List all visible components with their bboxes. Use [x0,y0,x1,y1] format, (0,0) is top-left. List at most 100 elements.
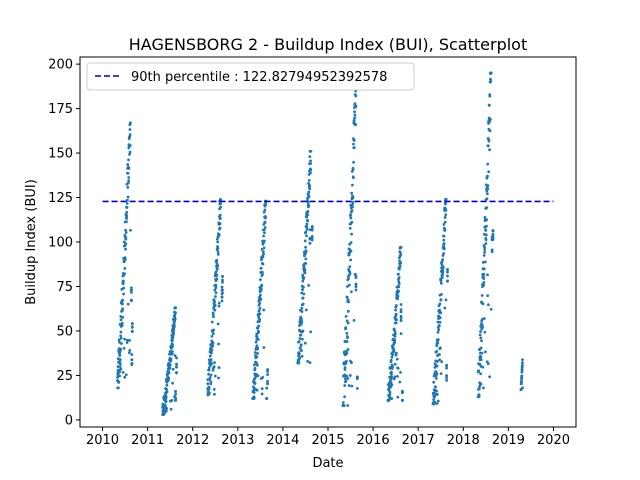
data-point [165,383,169,387]
data-point [521,386,524,390]
data-point [354,285,358,289]
data-point [436,338,440,341]
data-point [219,205,223,209]
data-point [479,382,483,386]
data-point [445,363,448,367]
data-point [354,104,358,108]
data-point [174,396,177,400]
data-point [345,331,349,335]
data-point [255,388,259,392]
x-tick-label: 2010 [86,433,119,448]
legend: 90th percentile : 122.82794952392578 [86,62,415,91]
data-point [393,330,397,333]
data-point [521,358,524,362]
data-point [116,386,120,390]
data-point [254,340,258,344]
data-point [212,387,216,391]
data-point [394,313,398,316]
data-point [446,270,449,274]
data-point [398,380,402,384]
data-point [491,229,495,233]
data-point [440,276,444,280]
data-point [489,71,493,75]
data-point [124,231,128,234]
data-point [163,411,167,415]
data-point [351,205,354,209]
data-point [221,275,224,278]
data-point [341,401,345,404]
data-point [399,314,403,318]
data-point [304,250,308,254]
data-point [130,330,134,334]
data-point [445,376,448,380]
data-point [266,382,269,386]
data-point [308,187,312,191]
x-tick-label: 2012 [176,433,209,448]
data-point [217,233,221,237]
data-point [480,351,484,355]
data-point [257,324,261,328]
data-point [351,196,355,200]
data-point [209,373,213,377]
data-point [300,320,304,324]
data-point [130,299,133,303]
x-tick-label: 2020 [537,433,570,448]
data-point [399,303,403,306]
data-point [485,218,488,222]
data-point [215,267,219,271]
data-point [209,380,213,384]
data-point [167,371,171,375]
data-point [121,315,125,319]
x-tick-label: 2014 [266,433,299,448]
data-point [217,342,221,346]
data-point [439,298,443,302]
data-point [126,171,130,175]
data-point [435,392,439,396]
data-point [261,376,265,379]
data-point [124,373,128,377]
data-point [397,276,401,279]
data-point [119,334,123,338]
data-point [438,302,442,306]
data-point [394,315,397,318]
data-point [444,208,448,212]
data-point [121,309,124,312]
data-point [300,291,304,295]
data-point [347,253,351,256]
data-point [257,329,260,333]
data-point [305,215,309,219]
data-point [346,348,350,351]
data-point [399,332,403,336]
data-point [305,222,309,226]
data-point [491,232,495,236]
data-point [353,113,357,117]
data-point [212,315,215,319]
data-point [130,322,134,325]
data-point [346,285,349,288]
data-point [489,307,493,311]
data-point [164,393,168,397]
data-point [440,360,444,364]
data-point [169,357,173,361]
data-point [259,297,263,301]
data-point [491,235,495,239]
data-point [130,353,134,356]
data-point [483,248,487,251]
data-point [486,174,489,178]
data-point [434,385,437,389]
data-point [216,252,220,256]
data-point [489,77,492,81]
data-point [128,128,132,131]
data-point [307,178,311,182]
data-point [300,318,303,322]
data-point [252,396,256,400]
data-point [301,329,305,333]
data-point [482,386,485,390]
data-point [439,279,443,283]
data-point [479,330,482,334]
data-point [262,252,265,256]
data-point [303,239,307,243]
data-point [387,398,391,401]
data-point [520,375,524,378]
data-point [213,308,217,312]
